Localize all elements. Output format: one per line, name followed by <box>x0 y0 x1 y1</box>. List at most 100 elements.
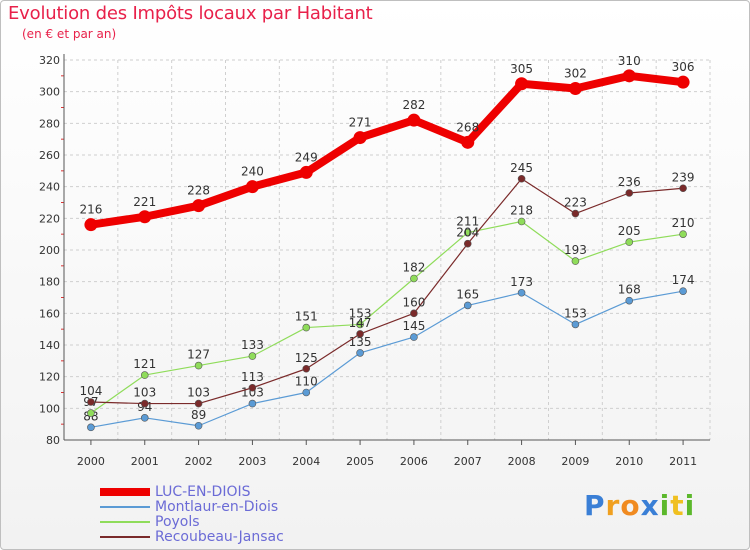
data-label: 133 <box>241 338 264 352</box>
legend-item: Recoubeau-Jansac <box>100 529 360 545</box>
data-label: 193 <box>564 243 587 257</box>
data-label: 204 <box>456 226 479 240</box>
data-point <box>356 330 364 338</box>
y-tick-label: 160 <box>39 307 60 320</box>
data-point <box>248 383 257 392</box>
data-point <box>461 135 475 149</box>
x-tick-label: 2003 <box>238 455 266 468</box>
legend-label: LUC-EN-DIOIS <box>155 484 251 500</box>
y-tick-label: 200 <box>39 244 60 257</box>
data-point <box>245 180 259 194</box>
x-tick-label: 2007 <box>454 455 482 468</box>
data-label: 249 <box>295 150 318 164</box>
data-label: 168 <box>618 283 641 297</box>
legend-label: Poyols <box>155 514 200 530</box>
logo-letter: x <box>640 489 660 522</box>
data-point <box>679 287 687 295</box>
series-line-2 <box>90 220 684 414</box>
x-tick-label: 2000 <box>77 455 105 468</box>
data-label: 210 <box>672 216 695 230</box>
data-label: 104 <box>79 384 102 398</box>
data-point <box>87 409 95 417</box>
data-point <box>140 371 149 379</box>
y-tick-label: 100 <box>39 402 60 415</box>
data-label: 174 <box>672 273 695 287</box>
x-tick-label: 2008 <box>508 455 536 468</box>
data-label: 211 <box>456 215 479 229</box>
logo-letter: P <box>584 489 606 522</box>
data-point <box>517 217 526 226</box>
data-label: 228 <box>187 184 210 198</box>
data-point <box>87 398 95 406</box>
data-label: 240 <box>241 165 264 179</box>
data-point <box>517 288 526 297</box>
data-point <box>87 423 95 432</box>
data-point <box>356 349 364 357</box>
chart-subtitle: (en € et par an) <box>22 27 117 41</box>
legend-swatch <box>100 521 150 523</box>
data-label: 160 <box>402 295 425 309</box>
x-tick-label: 2011 <box>669 455 697 468</box>
data-point <box>622 69 636 83</box>
data-point <box>248 352 257 360</box>
data-label: 89 <box>191 408 206 422</box>
y-tick-label: 240 <box>39 181 60 194</box>
data-label: 245 <box>510 161 533 175</box>
data-label: 147 <box>349 316 372 330</box>
series-line-1 <box>90 290 684 428</box>
data-label: 302 <box>564 67 587 81</box>
proxiti-logo: Proxiti <box>584 489 695 522</box>
y-tick-label: 260 <box>39 149 60 162</box>
data-label: 239 <box>672 170 695 184</box>
logo-letter: t <box>670 489 685 522</box>
data-point <box>302 388 311 397</box>
legend-swatch <box>100 488 150 496</box>
x-tick-label: 2005 <box>346 455 374 468</box>
data-point <box>679 230 687 238</box>
data-label: 205 <box>618 224 641 238</box>
data-point <box>194 361 203 370</box>
data-point <box>463 301 472 310</box>
data-point <box>625 296 634 305</box>
x-tick-label: 2004 <box>292 455 320 468</box>
line-chart: 80 100 120 140 160 180 200 220 240 260 280 300 320 20… <box>39 54 711 468</box>
data-point <box>248 399 257 408</box>
data-label: 135 <box>349 335 372 349</box>
data-point <box>356 320 364 329</box>
logo-letter: o <box>620 489 641 522</box>
data-label: 223 <box>564 196 587 210</box>
data-point <box>515 77 529 91</box>
data-point <box>676 75 690 89</box>
x-tick-label: 2001 <box>131 455 159 468</box>
data-point <box>299 165 313 179</box>
data-point <box>463 239 472 248</box>
data-point <box>517 174 526 183</box>
data-label: 236 <box>618 175 641 189</box>
data-label: 282 <box>402 98 425 112</box>
data-point <box>571 209 580 218</box>
data-point <box>625 238 634 246</box>
logo-letter: i <box>659 489 671 522</box>
data-label: 221 <box>133 195 156 209</box>
legend-swatch <box>100 506 150 508</box>
data-point <box>571 257 580 265</box>
y-tick-label: 180 <box>39 276 60 289</box>
data-point <box>679 184 687 193</box>
data-label: 153 <box>349 306 372 320</box>
legend-item: LUC-EN-DIOIS <box>100 484 360 500</box>
data-point <box>192 199 206 213</box>
y-tick-label: 220 <box>39 212 60 225</box>
data-point <box>140 414 149 422</box>
series-line-3 <box>90 178 684 405</box>
y-tick-label: 80 <box>46 434 60 447</box>
y-tick-label: 280 <box>39 117 60 130</box>
x-tick-label: 2002 <box>185 455 213 468</box>
chart-title: Evolution des Impôts locaux par Habitant <box>8 3 373 24</box>
data-point <box>571 320 580 329</box>
data-label: 305 <box>510 62 533 76</box>
data-label: 216 <box>79 203 102 217</box>
data-point <box>194 399 203 408</box>
data-label: 151 <box>295 310 318 324</box>
data-point <box>353 131 367 145</box>
data-label: 127 <box>187 348 210 362</box>
